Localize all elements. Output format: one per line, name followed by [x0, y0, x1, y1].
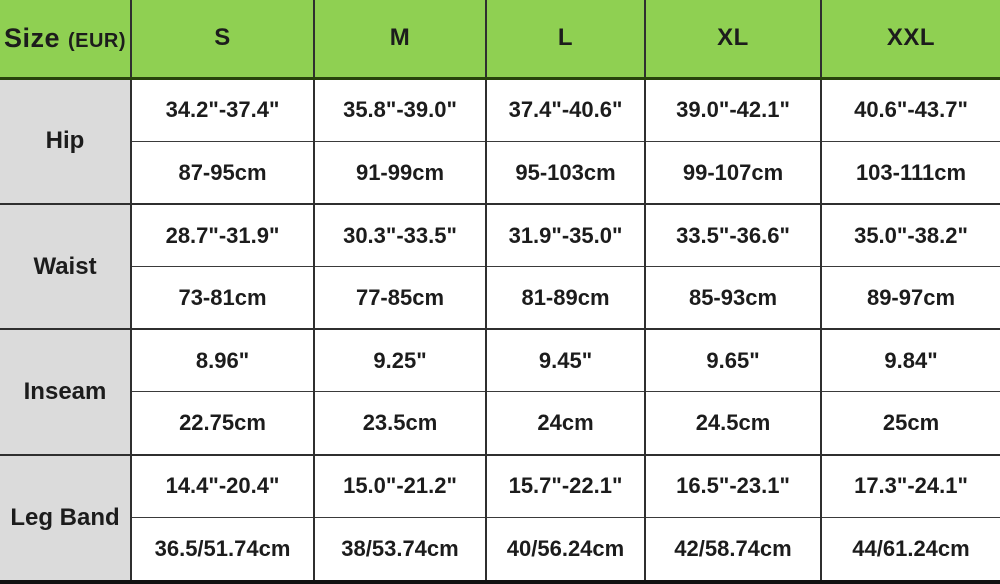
value-cell: 91-99cm [314, 141, 487, 206]
value-cell: 31.9"-35.0" [486, 204, 646, 268]
waist-cm-row: 73-81cm 77-85cm 81-89cm 85-93cm 89-97cm [0, 266, 1000, 331]
value-cell: 44/61.24cm [821, 517, 1000, 584]
size-unit-label: (EUR) [67, 29, 127, 52]
value-cell: 30.3"-33.5" [314, 204, 487, 268]
value-cell: 103-111cm [821, 141, 1000, 206]
value-cell: 28.7"-31.9" [131, 204, 315, 268]
value-cell: 17.3"-24.1" [821, 454, 1000, 518]
value-cell: 77-85cm [314, 266, 487, 331]
inseam-cm-row: 22.75cm 23.5cm 24cm 24.5cm 25cm [0, 391, 1000, 456]
value-cell: 42/58.74cm [645, 517, 822, 584]
section-label-legband: Leg Band [0, 454, 132, 584]
hip-inches-row: Hip 34.2"-37.4" 35.8"-39.0" 37.4"-40.6" … [0, 78, 1000, 206]
value-cell: 9.84" [821, 329, 1000, 393]
value-cell: 73-81cm [131, 266, 315, 331]
value-cell: 8.96" [131, 329, 315, 393]
legband-inches-row: Leg Band 14.4"-20.4" 15.0"-21.2" 15.7"-2… [0, 454, 1000, 584]
value-cell: 15.7"-22.1" [486, 454, 646, 518]
value-cell: 34.2"-37.4" [131, 78, 315, 143]
value-cell: 24cm [486, 391, 646, 456]
value-cell: 9.65" [645, 329, 822, 393]
legband-cm-row: 36.5/51.74cm 38/53.74cm 40/56.24cm 42/58… [0, 517, 1000, 584]
value-cell: 16.5"-23.1" [645, 454, 822, 518]
column-header-l: L [486, 0, 646, 80]
value-cell: 40.6"-43.7" [821, 78, 1000, 143]
value-cell: 15.0"-21.2" [314, 454, 487, 518]
size-header-cell: Size (EUR) [0, 0, 132, 80]
value-cell: 14.4"-20.4" [131, 454, 315, 518]
value-cell: 9.25" [314, 329, 487, 393]
value-cell: 25cm [821, 391, 1000, 456]
inseam-inches-row: Inseam 8.96" 9.25" 9.45" 9.65" 9.84" [0, 329, 1000, 456]
value-cell: 36.5/51.74cm [131, 517, 315, 584]
value-cell: 89-97cm [821, 266, 1000, 331]
column-header-xxl: XXL [821, 0, 1000, 80]
value-cell: 35.0"-38.2" [821, 204, 1000, 268]
value-cell: 99-107cm [645, 141, 822, 206]
size-label: Size [3, 22, 60, 53]
column-header-xl: XL [645, 0, 822, 80]
value-cell: 24.5cm [645, 391, 822, 456]
value-cell: 81-89cm [486, 266, 646, 331]
value-cell: 95-103cm [486, 141, 646, 206]
value-cell: 40/56.24cm [486, 517, 646, 584]
section-label-inseam: Inseam [0, 329, 132, 456]
column-header-s: S [131, 0, 315, 80]
value-cell: 85-93cm [645, 266, 822, 331]
value-cell: 87-95cm [131, 141, 315, 206]
value-cell: 39.0"-42.1" [645, 78, 822, 143]
value-cell: 22.75cm [131, 391, 315, 456]
hip-cm-row: 87-95cm 91-99cm 95-103cm 99-107cm 103-11… [0, 141, 1000, 206]
value-cell: 37.4"-40.6" [486, 78, 646, 143]
value-cell: 23.5cm [314, 391, 487, 456]
column-header-m: M [314, 0, 487, 80]
value-cell: 35.8"-39.0" [314, 78, 487, 143]
section-label-hip: Hip [0, 78, 132, 206]
header-row: Size (EUR) S M L XL XXL [0, 0, 1000, 80]
value-cell: 38/53.74cm [314, 517, 487, 584]
waist-inches-row: Waist 28.7"-31.9" 30.3"-33.5" 31.9"-35.0… [0, 204, 1000, 331]
value-cell: 33.5"-36.6" [645, 204, 822, 268]
value-cell: 9.45" [486, 329, 646, 393]
section-label-waist: Waist [0, 204, 132, 331]
